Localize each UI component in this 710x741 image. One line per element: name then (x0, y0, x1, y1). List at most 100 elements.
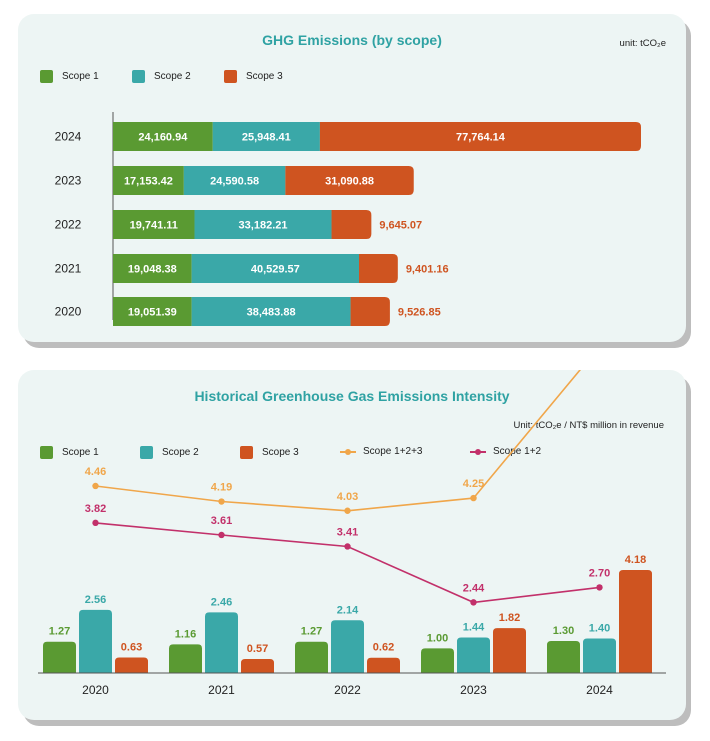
legend-line-marker (340, 448, 356, 455)
data-label: 1.30 (553, 625, 574, 637)
data-label: 33,182.21 (239, 220, 288, 232)
data-label: 1.00 (427, 632, 448, 644)
emissions-intensity-panel: Historical Greenhouse Gas Emissions Inte… (18, 370, 686, 720)
legend-swatch (40, 446, 53, 459)
data-label: 2.56 (85, 594, 106, 606)
ghg-emissions-panel: GHG Emissions (by scope) unit: tCO₂e Sco… (18, 14, 686, 342)
bar-scope-1 (43, 641, 76, 673)
bar-segment-scope-3 (331, 210, 372, 239)
legend-item-scope-3: Scope 3 (224, 70, 283, 83)
x-tick-label: 2020 (82, 683, 109, 697)
bar-segment-scope-1 (113, 122, 213, 151)
data-label: 4.46 (85, 466, 106, 478)
legend-item-scope-1-2-3: Scope 1+2+3 (340, 446, 423, 457)
data-label: 3.82 (85, 503, 106, 515)
bar-segment-scope-2 (212, 122, 320, 151)
x-tick-label: 2023 (460, 683, 487, 697)
x-tick-label: 2024 (586, 683, 613, 697)
legend-swatch (224, 70, 237, 83)
data-label: 9,401.16 (406, 264, 449, 276)
category-label: 2023 (55, 174, 82, 188)
combo-bar-line-chart: 1.27 2.56 0.63 2020 1.16 2.46 0.57 2021 1.27 2.14… (38, 370, 666, 697)
bar-segment-scope-2 (183, 166, 286, 195)
bar-segment-scope-3 (350, 297, 390, 326)
legend-line-marker (470, 448, 486, 455)
line-scope-1-2-3 (95, 370, 582, 512)
data-label: 38,483.88 (247, 307, 296, 319)
data-label: 3.61 (211, 515, 232, 527)
bar-segment-scope-1 (113, 166, 184, 195)
unit-label: unit: tCO₂e (619, 38, 666, 49)
data-label: 2.14 (337, 604, 359, 616)
data-label: 2.46 (211, 596, 232, 608)
line-point (92, 482, 99, 490)
legend-item-scope-1: Scope 1 (40, 70, 99, 83)
legend-label: Scope 1+2 (493, 446, 542, 457)
data-label: 9,526.85 (398, 307, 441, 319)
legend-swatch (40, 70, 53, 83)
bar-scope-2 (331, 620, 364, 673)
bar-scope-3 (619, 570, 652, 673)
category-label: 2024 (55, 130, 82, 144)
bar-segment-scope-3 (359, 254, 398, 283)
bar-scope-1 (421, 648, 454, 673)
x-tick-label: 2021 (208, 683, 235, 697)
line-point (470, 599, 477, 606)
bar-segment-scope-1 (113, 210, 195, 239)
data-label: 31,090.88 (325, 176, 374, 188)
data-label: 2.44 (463, 582, 485, 594)
line-point (218, 531, 225, 539)
bar-segment-scope-2 (194, 210, 332, 239)
data-label: 19,048.38 (128, 264, 177, 276)
data-label: 17,153.42 (124, 176, 173, 188)
data-label: 0.57 (247, 643, 268, 655)
bar-segment-scope-3 (285, 166, 414, 195)
data-label: 1.27 (301, 626, 322, 638)
data-label: 2.70 (589, 567, 610, 579)
data-label: 24,160.94 (138, 132, 188, 144)
bar-scope-1 (169, 644, 202, 673)
data-label: 9,645.07 (379, 220, 422, 232)
bar-segment-scope-1 (113, 297, 192, 326)
bar-scope-3 (493, 628, 526, 673)
x-tick-label: 2022 (334, 683, 361, 697)
category-label: 2022 (55, 218, 82, 232)
data-label: 1.16 (175, 628, 196, 640)
data-label: 19,051.39 (128, 307, 177, 319)
legend-item-scope-2: Scope 2 (132, 70, 191, 83)
line-point (92, 519, 99, 527)
legend-item-scope-1: Scope 1 (40, 446, 99, 459)
data-label: 4.03 (337, 491, 358, 503)
bar-scope-1 (547, 640, 580, 673)
bar-scope-2 (457, 637, 490, 673)
line-point (344, 507, 351, 514)
data-label: 1.44 (463, 622, 485, 634)
legend-label: Scope 1 (62, 71, 99, 82)
line-point (344, 543, 351, 550)
data-label: 1.82 (499, 612, 520, 624)
chart-title: Historical Greenhouse Gas Emissions Inte… (194, 388, 510, 404)
legend-label: Scope 1 (62, 447, 99, 458)
stacked-bar-chart: 2024 24,160.94 25,948.41 77,764.14 2023 17,15… (55, 112, 641, 326)
data-label: 3.41 (337, 526, 358, 538)
bar-scope-2 (205, 612, 238, 673)
bar-scope-3 (367, 657, 400, 673)
line-point (596, 584, 603, 591)
bar-segment-scope-1 (113, 254, 192, 283)
data-label: 24,590.58 (210, 176, 259, 188)
legend-label: Scope 2 (154, 71, 191, 82)
data-label: 1.40 (589, 623, 610, 635)
bar-segment-scope-2 (191, 297, 351, 326)
bar-scope-2 (79, 609, 112, 673)
data-label: 0.62 (373, 642, 394, 654)
legend-swatch (132, 70, 145, 83)
bar-segment-scope-3 (319, 122, 641, 151)
line-point (470, 494, 477, 502)
legend-swatch (240, 446, 253, 459)
bar-segment-scope-2 (191, 254, 360, 283)
unit-label: Unit: tCO₂e / NT$ million in revenue (513, 420, 664, 431)
data-label: 4.18 (625, 554, 646, 566)
legend-item-scope-1-2: Scope 1+2 (470, 446, 541, 457)
legend-item-scope-2: Scope 2 (140, 446, 199, 459)
data-label: 0.63 (121, 641, 142, 653)
